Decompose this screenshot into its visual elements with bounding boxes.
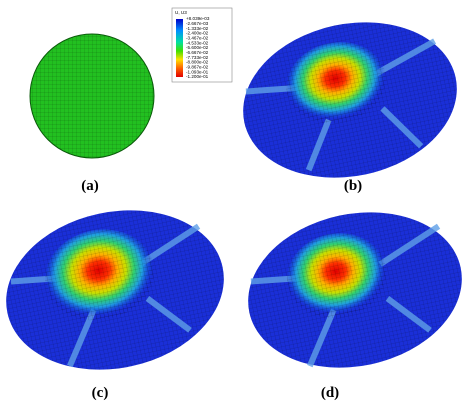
legend-label: -1.333e-02 (186, 26, 209, 31)
legend-label: -1.093e-01 (186, 69, 209, 74)
legend-label: -5.600e-02 (186, 45, 209, 50)
panel-b-image (243, 22, 457, 178)
legend-label: -3.467e-02 (186, 36, 209, 41)
legend-label: -2.667e-03 (186, 21, 209, 26)
panel-label: (b) (344, 178, 362, 194)
panel-a-image (29, 33, 155, 159)
panel-label: (a) (81, 178, 99, 194)
legend-label: -1.200e-01 (186, 74, 209, 79)
legend-label: -6.667e-02 (186, 50, 209, 55)
panel-d-image (248, 212, 462, 368)
legend-label: -8.800e-02 (186, 60, 209, 65)
legend (171, 7, 233, 83)
legend-label: -7.733e-02 (186, 55, 209, 60)
panel-label: (c) (92, 385, 109, 401)
legend-title: U, U3 (175, 10, 187, 15)
legend-label: -9.867e-02 (186, 65, 209, 70)
legend-label: -4.533e-02 (186, 40, 209, 45)
legend-label: +8.039e-03 (186, 16, 210, 21)
panel-label: (d) (321, 385, 339, 401)
panel-c-image (6, 210, 224, 370)
legend-label: -2.400e-02 (186, 31, 209, 36)
